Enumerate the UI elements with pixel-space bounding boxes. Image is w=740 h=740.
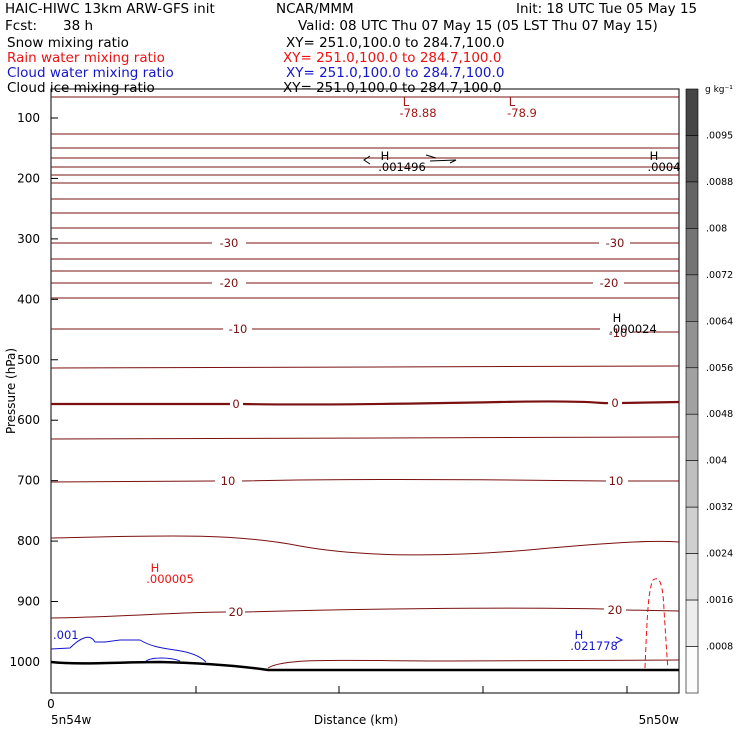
high-marker: H (381, 149, 390, 163)
y-tick-label: 1000 (9, 655, 40, 669)
isotherm-label-left: 0 (232, 397, 239, 411)
high-value: .000024 (609, 322, 657, 336)
y-tick-label: 200 (17, 171, 40, 185)
rain-contour (644, 578, 669, 669)
colorbar-swatch (685, 460, 699, 508)
colorbar-label: .0088 (706, 177, 733, 188)
low-markers: L -78.88 L -78.9 (399, 95, 536, 120)
isotherm-label-left: -30 (220, 236, 239, 250)
colorbar-label: .0064 (706, 316, 733, 327)
y-tick-label: 800 (17, 534, 40, 548)
terrain-line (50, 660, 679, 672)
organization-label: NCAR/MMM (276, 1, 354, 17)
y-tick-label: 300 (17, 232, 40, 246)
isotherm-label-right: 20 (608, 603, 623, 617)
field-cloudice-xy: XY= 251.0,100.0 to 284.7,100.0 (283, 80, 502, 96)
y-tick-label: 400 (17, 292, 40, 306)
cloudwater-contours (50, 636, 624, 663)
colorbar-unit: g kg⁻¹ (705, 85, 733, 95)
y-tick-label: 500 (17, 353, 40, 367)
colorbar-swatch (685, 181, 699, 229)
forecast-label: Fcst: (5, 18, 38, 34)
y-tick-label: 100 (17, 111, 40, 125)
colorbar-label: .0032 (706, 502, 733, 513)
high-value: .0004 (648, 160, 681, 174)
low-value: -78.88 (399, 106, 436, 120)
field-rain-name: Rain water mixing ratio (7, 50, 165, 66)
plot-frame (50, 88, 680, 694)
x-tick-0: 0 (47, 697, 55, 711)
isotherm-label-right: 0 (611, 396, 618, 410)
colorbar-swatch (685, 135, 699, 183)
field-rain-xy: XY= 251.0,100.0 to 284.7,100.0 (283, 50, 502, 66)
model-title: HAIC-HIWC 13km ARW-GFS init (5, 1, 215, 17)
colorbar-swatch (685, 367, 699, 415)
isotherm-label-left: 10 (221, 474, 236, 488)
isotherm-label-left: -10 (229, 322, 248, 336)
isotherm-label-right: 10 (609, 474, 624, 488)
colorbar-swatch (685, 506, 699, 554)
colorbar-swatch (685, 228, 699, 276)
field-cloudice-name: Cloud ice mixing ratio (7, 80, 155, 96)
init-time: Init: 18 UTC Tue 05 May 15 (516, 1, 698, 17)
isotherm-label-right: -30 (606, 236, 625, 250)
colorbar-label: .008 (706, 223, 727, 234)
forecast-hour: 38 h (63, 18, 94, 34)
isotherm-label-left: 20 (229, 605, 244, 619)
y-axis-label: Pressure (hPa) (4, 348, 18, 434)
colorbar-swatch (685, 274, 699, 322)
y-tick-label: 700 (17, 474, 40, 488)
x-right-label: 5n50w (639, 713, 680, 727)
colorbar-swatch (685, 646, 699, 694)
high-value: .021778 (570, 639, 618, 653)
field-snow-xy: XY= 251.0,100.0 to 284.7,100.0 (286, 35, 505, 51)
high-marker: H (650, 149, 659, 163)
colorbar-label: .0024 (706, 549, 733, 560)
colorbar-label: .0048 (706, 409, 733, 420)
field-cloudwater-xy: XY= 251.0,100.0 to 284.7,100.0 (286, 65, 505, 81)
colorbar-swatch (685, 553, 699, 601)
colorbar-label: .0072 (706, 270, 733, 281)
y-tick-label: 900 (17, 595, 40, 609)
cloudwater-value: .001 (53, 628, 79, 642)
x-axis-label: Distance (km) (314, 713, 398, 727)
high-marker: H (613, 311, 622, 325)
field-cloudwater-name: Cloud water mixing ratio (7, 65, 174, 81)
temperature-labels: -30 -30 -20 -20 -10 -10 0 0 10 10 20 20 (220, 236, 628, 619)
low-marker: L (509, 95, 516, 109)
low-value: -78.9 (507, 106, 537, 120)
isotherm-label-right: -10 (609, 326, 628, 340)
low-marker: L (403, 95, 410, 109)
high-marker: H (151, 561, 160, 575)
temperature-contours (50, 96, 680, 669)
colorbar-label: .0056 (706, 363, 733, 374)
high-value: .000005 (146, 572, 194, 586)
high-marker: H (575, 628, 584, 642)
colorbar-swatch (685, 321, 699, 369)
colorbar-label: .0095 (706, 130, 733, 141)
valid-time: Valid: 08 UTC Thu 07 May 15 (05 LST Thu … (298, 18, 658, 34)
isotherm-label-right: -20 (600, 276, 619, 290)
colorbar-label: .0008 (706, 642, 733, 653)
isotherm-label-left: -20 (220, 276, 239, 290)
colorbar-swatch (685, 88, 699, 136)
y-tick-label: 600 (17, 413, 40, 427)
x-axis-ticks (195, 686, 628, 693)
colorbar-label: .0016 (706, 595, 733, 606)
colorbar: .0095 .0088 .008 .0072 .0064 .0056 .0048 .004 .0… (685, 88, 733, 694)
rain-markers: H .000005 (146, 561, 194, 586)
cloudwater-markers: .001 H .021778 (53, 628, 618, 653)
colorbar-swatch (685, 413, 699, 461)
high-value: .001496 (378, 160, 426, 174)
colorbar-swatch (685, 599, 699, 647)
colorbar-label: .004 (706, 456, 727, 467)
ice-markers: H .001496 H .0004 H .000024 (378, 149, 680, 336)
ice-contours (363, 154, 457, 165)
field-snow-name: Snow mixing ratio (7, 35, 129, 51)
y-axis: 100 200 300 400 500 600 700 800 900 1000 (9, 111, 58, 669)
x-left-label: 5n54w (51, 713, 92, 727)
